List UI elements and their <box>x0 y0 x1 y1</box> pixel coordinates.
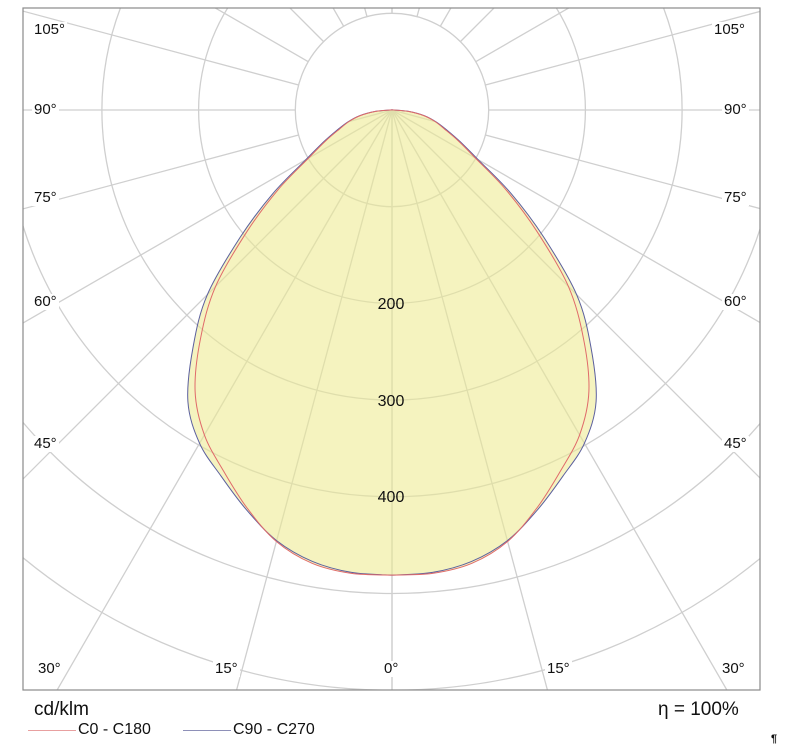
angle-label-bottom: 0° <box>382 660 401 677</box>
angle-label-right: 60° <box>722 293 749 310</box>
angle-label-left: 90° <box>32 101 59 118</box>
pilcrow-mark: ¶ <box>771 733 778 745</box>
angle-label-left: 105° <box>32 21 68 38</box>
grid-spoke <box>475 157 760 324</box>
grid-ring <box>187 109 597 498</box>
grid-spoke <box>459 177 597 576</box>
angle-label-bottom: 15° <box>213 660 240 677</box>
angle-label-left: 60° <box>32 293 59 310</box>
angle-label-bottom: 30° <box>720 660 747 677</box>
light-distribution-fill <box>187 109 597 576</box>
grid-spoke <box>187 203 368 576</box>
angle-label-right: 45° <box>722 435 749 452</box>
grid-spoke <box>439 193 597 576</box>
angle-label-right: 105° <box>712 21 748 38</box>
grid-spoke <box>485 134 760 210</box>
angle-label-left: 75° <box>32 189 59 206</box>
angle-label-right: 75° <box>722 189 749 206</box>
curve-c0-c180 <box>194 109 590 576</box>
unit-label: cd/klm <box>34 699 89 720</box>
radial-value-label: 300 <box>377 393 405 410</box>
grid-spoke <box>187 193 345 576</box>
grid-spoke <box>23 134 299 210</box>
angle-label-bottom: 15° <box>545 660 572 677</box>
legend-line-blue <box>183 729 231 731</box>
grid-spoke <box>23 10 299 86</box>
grid-spoke <box>23 157 309 324</box>
grid-spoke <box>0 0 299 85</box>
legend-label: C0 - C180 <box>78 721 151 738</box>
angle-label-left: 45° <box>32 435 59 452</box>
angle-label-right: 90° <box>722 101 749 118</box>
chart-frame <box>22 7 761 691</box>
grid-spoke <box>187 177 325 576</box>
angle-label-bottom: 30° <box>36 660 63 677</box>
legend-line-red <box>28 729 76 731</box>
efficiency-label: η = 100% <box>658 699 739 720</box>
grid-spoke <box>485 10 760 86</box>
legend-item-c90-c270: C90 - C270 <box>183 721 315 739</box>
grid-spoke <box>416 203 597 576</box>
grid-ring <box>187 109 597 401</box>
legend-item-c0-c180: C0 - C180 <box>28 721 151 739</box>
radial-value-label: 400 <box>377 489 405 506</box>
legend-label: C90 - C270 <box>233 721 315 738</box>
radial-value-label: 200 <box>377 296 405 313</box>
